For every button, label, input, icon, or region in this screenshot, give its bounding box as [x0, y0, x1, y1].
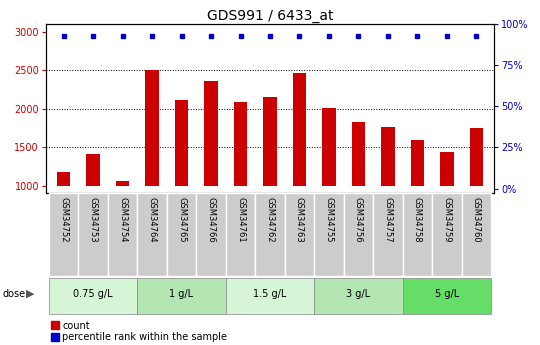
Text: GSM34761: GSM34761 — [236, 197, 245, 243]
Bar — [470, 128, 483, 186]
Bar — [226, 193, 255, 276]
Bar — [344, 193, 373, 276]
Text: GSM34762: GSM34762 — [266, 197, 274, 243]
Bar — [234, 102, 247, 186]
Legend: count, percentile rank within the sample: count, percentile rank within the sample — [51, 321, 227, 343]
Text: 5 g/L: 5 g/L — [435, 289, 459, 299]
Text: GSM34763: GSM34763 — [295, 197, 304, 243]
Bar — [175, 100, 188, 186]
Bar — [440, 152, 454, 186]
Text: GSM34760: GSM34760 — [472, 197, 481, 243]
Text: GSM34752: GSM34752 — [59, 197, 68, 243]
Text: 1.5 g/L: 1.5 g/L — [253, 289, 287, 299]
Bar — [314, 193, 344, 276]
Bar — [411, 140, 424, 186]
Text: 3 g/L: 3 g/L — [346, 289, 370, 299]
Bar — [108, 193, 137, 276]
Bar — [373, 193, 403, 276]
Bar — [403, 193, 432, 276]
Bar — [86, 154, 100, 186]
Bar — [57, 172, 70, 186]
Bar — [49, 193, 78, 276]
Text: GSM34766: GSM34766 — [206, 197, 215, 243]
Bar — [314, 278, 403, 314]
Text: 0.75 g/L: 0.75 g/L — [73, 289, 113, 299]
Title: GDS991 / 6433_at: GDS991 / 6433_at — [207, 9, 333, 23]
Bar — [432, 193, 462, 276]
Text: GSM34756: GSM34756 — [354, 197, 363, 243]
Text: GSM34757: GSM34757 — [383, 197, 393, 243]
Text: 1 g/L: 1 g/L — [170, 289, 194, 299]
Text: GSM34758: GSM34758 — [413, 197, 422, 243]
Bar — [49, 278, 137, 314]
Bar — [137, 278, 226, 314]
Text: GSM34759: GSM34759 — [442, 197, 451, 243]
Text: GSM34753: GSM34753 — [89, 197, 98, 243]
Text: GSM34765: GSM34765 — [177, 197, 186, 243]
Text: dose: dose — [3, 289, 26, 299]
Bar — [145, 70, 159, 186]
Text: GSM34754: GSM34754 — [118, 197, 127, 243]
Bar — [264, 97, 276, 186]
Bar — [116, 181, 129, 186]
Bar — [285, 193, 314, 276]
Bar — [462, 193, 491, 276]
Bar — [137, 193, 167, 276]
Bar — [167, 193, 196, 276]
Bar — [293, 73, 306, 186]
Bar — [255, 193, 285, 276]
Bar — [352, 122, 365, 186]
Text: GSM34764: GSM34764 — [147, 197, 157, 243]
Text: GSM34755: GSM34755 — [325, 197, 334, 243]
Bar — [226, 278, 314, 314]
Bar — [78, 193, 108, 276]
Text: ▶: ▶ — [26, 289, 35, 299]
Bar — [381, 127, 395, 186]
Bar — [322, 108, 335, 186]
Bar — [196, 193, 226, 276]
Bar — [205, 81, 218, 186]
Bar — [403, 278, 491, 314]
